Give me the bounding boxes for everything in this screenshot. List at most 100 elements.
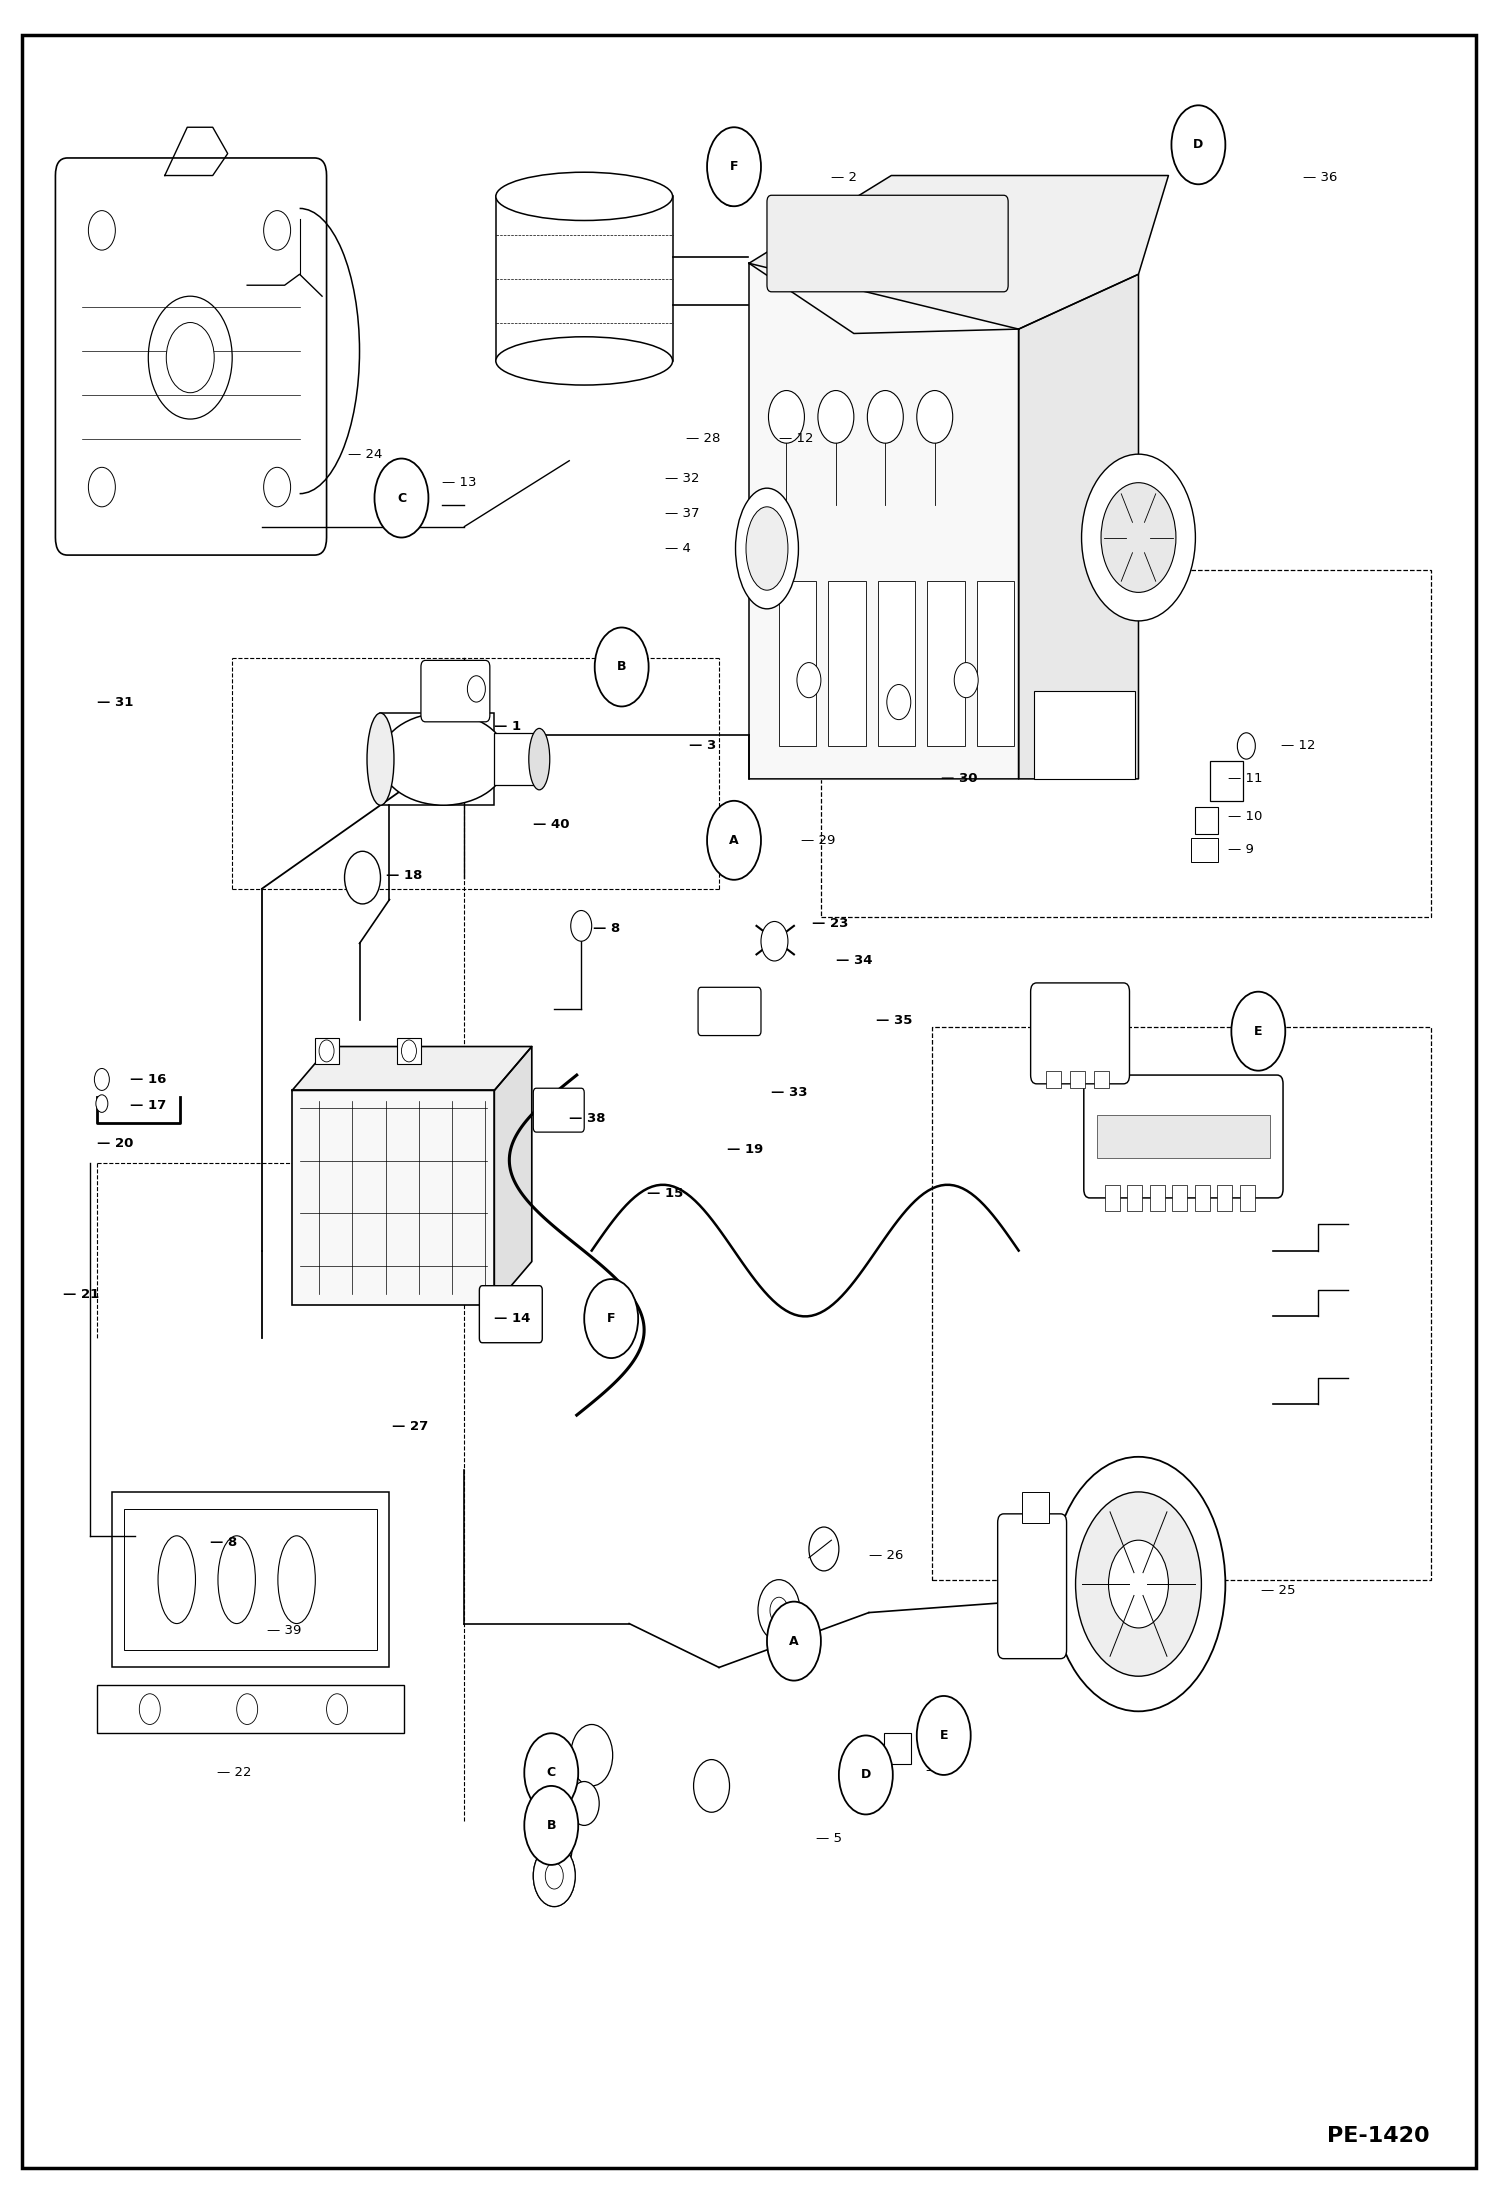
Text: — 34: — 34	[836, 954, 872, 968]
Text: — 1: — 1	[494, 720, 521, 733]
Ellipse shape	[279, 1536, 316, 1624]
Circle shape	[533, 1845, 575, 1907]
Circle shape	[768, 391, 804, 443]
Circle shape	[839, 1735, 893, 1814]
FancyBboxPatch shape	[998, 1514, 1067, 1659]
Text: — 7: — 7	[944, 1727, 969, 1740]
Circle shape	[545, 1863, 563, 1889]
Text: — 33: — 33	[771, 1086, 807, 1099]
Circle shape	[887, 685, 911, 720]
Text: — 14: — 14	[494, 1312, 530, 1325]
Circle shape	[571, 911, 592, 941]
Polygon shape	[1019, 274, 1138, 779]
Circle shape	[1101, 483, 1176, 592]
Bar	[494, 733, 539, 785]
Text: D: D	[1194, 138, 1203, 151]
Ellipse shape	[219, 1536, 255, 1624]
Circle shape	[467, 676, 485, 702]
Polygon shape	[749, 176, 1168, 333]
Text: — 29: — 29	[801, 834, 836, 847]
Circle shape	[264, 211, 291, 250]
Ellipse shape	[379, 713, 506, 805]
Circle shape	[264, 467, 291, 507]
Text: C: C	[397, 491, 406, 505]
Circle shape	[1109, 1540, 1168, 1628]
Polygon shape	[494, 1047, 532, 1305]
Circle shape	[94, 1068, 109, 1090]
Circle shape	[767, 1602, 821, 1681]
Ellipse shape	[746, 507, 788, 590]
Bar	[1195, 1185, 1210, 1211]
Ellipse shape	[496, 173, 673, 222]
Text: — 5: — 5	[816, 1832, 842, 1845]
Circle shape	[1171, 105, 1225, 184]
Text: — 38: — 38	[569, 1112, 605, 1126]
FancyBboxPatch shape	[421, 660, 490, 722]
FancyBboxPatch shape	[1085, 1075, 1282, 1198]
Text: — 40: — 40	[533, 818, 569, 832]
Bar	[828, 581, 866, 746]
Circle shape	[917, 391, 953, 443]
Bar	[97, 1685, 404, 1733]
Circle shape	[954, 663, 978, 698]
Circle shape	[707, 801, 761, 880]
Text: — 13: — 13	[442, 476, 476, 489]
Text: A: A	[730, 834, 739, 847]
Circle shape	[88, 211, 115, 250]
Bar	[1022, 1492, 1049, 1523]
Text: — 23: — 23	[812, 917, 848, 930]
Circle shape	[758, 1580, 800, 1641]
Circle shape	[327, 1694, 348, 1724]
Text: — 32: — 32	[665, 472, 700, 485]
Text: — 28: — 28	[686, 432, 721, 445]
Circle shape	[88, 467, 115, 507]
Text: — 8: — 8	[593, 921, 620, 935]
Circle shape	[761, 921, 788, 961]
FancyBboxPatch shape	[767, 195, 1008, 292]
Bar	[1097, 1115, 1270, 1158]
Circle shape	[1237, 733, 1255, 759]
Circle shape	[533, 1845, 575, 1907]
Text: — 39: — 39	[267, 1624, 301, 1637]
Text: — 37: — 37	[665, 507, 700, 520]
Text: E: E	[939, 1729, 948, 1742]
Circle shape	[1231, 992, 1285, 1071]
Text: — 22: — 22	[217, 1766, 252, 1779]
Bar	[1070, 1071, 1085, 1088]
Bar	[397, 1038, 421, 1064]
Circle shape	[237, 1694, 258, 1724]
Circle shape	[770, 1597, 788, 1624]
Circle shape	[148, 296, 232, 419]
Circle shape	[694, 1760, 730, 1812]
Text: — 35: — 35	[876, 1014, 912, 1027]
Text: D: D	[861, 1768, 870, 1782]
Bar	[496, 197, 673, 360]
Text: — 3: — 3	[689, 739, 716, 753]
Text: — 25: — 25	[1261, 1584, 1296, 1597]
Text: — 27: — 27	[392, 1420, 428, 1433]
Bar	[1191, 838, 1218, 862]
Text: B: B	[617, 660, 626, 674]
Text: — 4: — 4	[665, 542, 691, 555]
Text: — 11: — 11	[1228, 772, 1263, 785]
FancyBboxPatch shape	[55, 158, 327, 555]
Bar	[878, 581, 915, 746]
Text: — 26: — 26	[869, 1549, 903, 1562]
Ellipse shape	[496, 336, 673, 386]
Bar	[821, 570, 1431, 917]
Text: — 9: — 9	[1228, 842, 1254, 856]
Ellipse shape	[367, 713, 394, 805]
Text: — 24: — 24	[348, 448, 382, 461]
Text: — 12: — 12	[1281, 739, 1315, 753]
Text: F: F	[730, 160, 739, 173]
Text: — 17: — 17	[130, 1099, 166, 1112]
Circle shape	[536, 1821, 572, 1874]
Bar	[315, 1038, 339, 1064]
Text: — 6: — 6	[926, 1764, 951, 1777]
Circle shape	[524, 1733, 578, 1812]
Bar	[1106, 1185, 1121, 1211]
Circle shape	[96, 1095, 108, 1112]
Bar	[779, 581, 816, 746]
Circle shape	[139, 1694, 160, 1724]
Bar	[932, 1027, 1431, 1580]
